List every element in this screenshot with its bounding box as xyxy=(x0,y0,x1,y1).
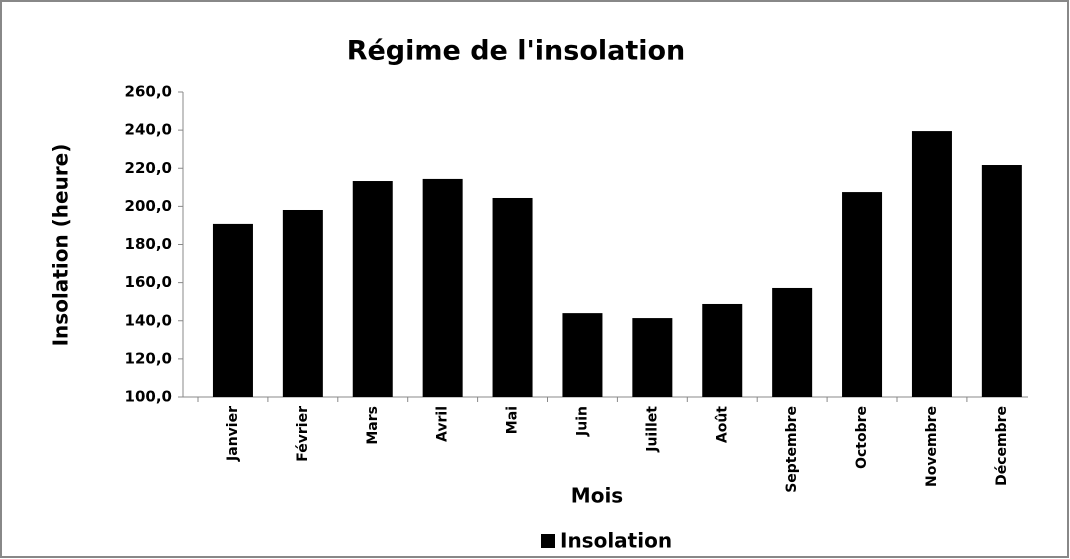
bar xyxy=(981,165,1022,397)
x-tick-label: Décembre xyxy=(994,406,1010,486)
y-tick-label: 200,0 xyxy=(125,197,172,215)
x-tick-label: Août xyxy=(714,406,730,443)
y-tick-label: 240,0 xyxy=(125,121,172,139)
bar xyxy=(282,209,323,397)
bar xyxy=(562,313,603,397)
y-tick-label: 120,0 xyxy=(125,349,172,367)
legend-label: Insolation xyxy=(560,529,672,553)
x-tick-label: Juillet xyxy=(644,406,660,453)
y-tick-label: 100,0 xyxy=(125,388,172,406)
x-tick-label: Mars xyxy=(365,406,381,445)
x-tick-label: Janvier xyxy=(225,406,241,462)
bar xyxy=(632,318,673,397)
bar xyxy=(702,303,743,397)
x-tick-label: Novembre xyxy=(924,406,940,487)
x-tick-label: Mai xyxy=(505,406,521,434)
y-tick-label: 160,0 xyxy=(125,273,172,291)
y-axis-label: Insolation (heure) xyxy=(49,144,73,347)
y-tick-label: 140,0 xyxy=(125,311,172,329)
bar xyxy=(212,223,253,397)
y-tick-label: 180,0 xyxy=(125,235,172,253)
bar xyxy=(911,131,952,397)
y-tick-label: 220,0 xyxy=(125,159,172,177)
x-tick-label: Octobre xyxy=(854,406,870,469)
x-tick-label: Février xyxy=(295,406,311,462)
bar xyxy=(422,178,463,397)
y-tick-label: 260,0 xyxy=(125,83,172,101)
x-tick-label: Avril xyxy=(435,406,451,442)
bar xyxy=(772,287,813,397)
x-tick-label: Septembre xyxy=(784,406,800,493)
x-axis-label: Mois xyxy=(571,484,623,508)
bar xyxy=(492,197,533,397)
chart-title: Régime de l'insolation xyxy=(347,36,686,67)
x-tick-label: Juin xyxy=(574,406,590,437)
legend-swatch xyxy=(541,534,555,548)
bar xyxy=(352,181,393,397)
bar xyxy=(842,192,883,397)
